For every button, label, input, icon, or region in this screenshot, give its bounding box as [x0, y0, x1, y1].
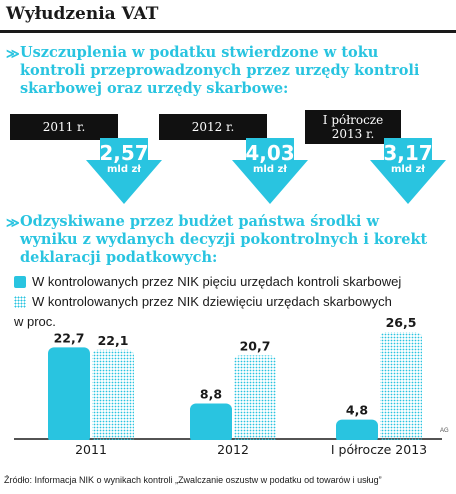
- legend-swatch-dotted: [14, 295, 26, 308]
- data-label-1-0: 22,1: [98, 333, 129, 348]
- bar-base-mask: [47, 440, 135, 446]
- arrow-unit-2013: mld zł: [390, 164, 426, 175]
- year-box-2012: 2012 r.: [159, 114, 267, 140]
- data-label-0-1: 8,8: [200, 386, 222, 401]
- bar-solid-2: [336, 419, 378, 443]
- arrow-down-icon: [370, 138, 446, 204]
- bar-base-mask: [335, 440, 423, 446]
- category-label-1: 2012: [217, 442, 249, 457]
- section2-heading: Odzyskiwane przez budżet państwa środki …: [20, 213, 428, 266]
- legend-item-dotted: W kontrolowanych przez NIK dziewięciu ur…: [14, 294, 392, 309]
- bullet-icon: ≫: [6, 46, 20, 61]
- arrow-unit-2011: mld zł: [106, 164, 142, 175]
- year-box-2013: I półrocze 2013 r.: [305, 110, 401, 144]
- category-label-0: 2011: [75, 442, 107, 457]
- credit-label: AG: [440, 428, 449, 434]
- title-divider: [0, 30, 456, 33]
- data-label-1-1: 20,7: [240, 338, 271, 353]
- data-label-1-2: 26,5: [386, 315, 417, 330]
- arrow-value-2011: 2,57: [99, 141, 149, 165]
- legend-label-solid: W kontrolowanych przez NIK pięciu urzęda…: [32, 274, 402, 289]
- bar-dotted-2: [380, 332, 422, 443]
- bullet-icon: ≫: [6, 215, 20, 230]
- bar-solid-1: [190, 403, 232, 443]
- section1-heading: Uszczuplenia w podatku stwierdzone w tok…: [20, 44, 420, 97]
- arrow-value-2012: 4,03: [245, 141, 295, 165]
- data-label-0-2: 4,8: [346, 403, 368, 418]
- arrow-value-2013: 3,17: [383, 141, 433, 165]
- data-label-0-0: 22,7: [54, 330, 85, 345]
- arrow-down-icon: [86, 138, 162, 204]
- unit-label: w proc.: [14, 314, 56, 329]
- bar-base-mask: [189, 440, 277, 446]
- bar-dotted-1: [234, 355, 276, 443]
- page-title: Wyłudzenia VAT: [6, 4, 159, 24]
- legend-swatch-solid: [14, 275, 26, 288]
- arrow-unit-2012: mld zł: [252, 164, 288, 175]
- arrow-down-icon: [232, 138, 308, 204]
- bar-dotted-0: [92, 349, 134, 443]
- year-box-2011: 2011 r.: [10, 114, 118, 140]
- source-footer: Źródło: Informacja NIK o wynikach kontro…: [4, 475, 382, 485]
- legend-item-solid: W kontrolowanych przez NIK pięciu urzęda…: [14, 274, 401, 289]
- bar-solid-0: [48, 347, 90, 443]
- category-label-2: I półrocze 2013: [331, 442, 427, 457]
- legend-label-dotted: W kontrolowanych przez NIK dziewięciu ur…: [32, 294, 392, 309]
